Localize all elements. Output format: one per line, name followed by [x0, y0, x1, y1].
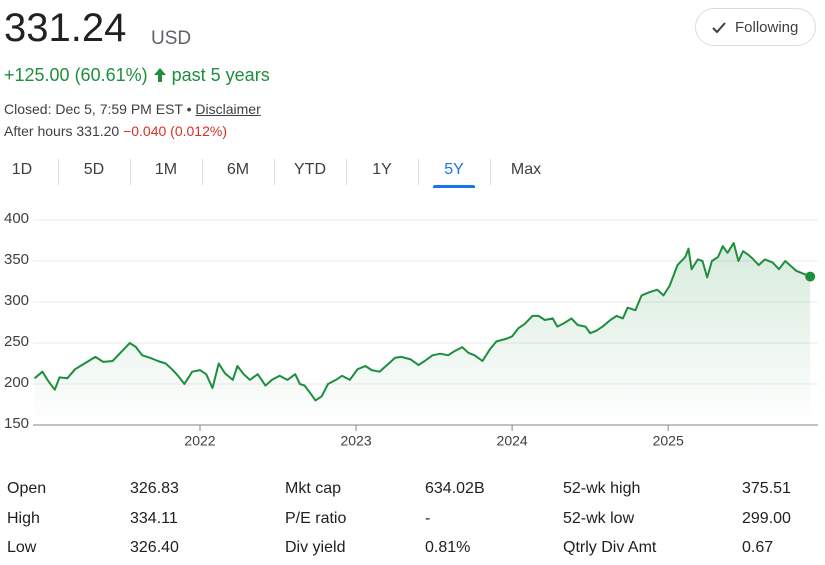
- stats-table: Open 326.83 Mkt cap 634.02B 52-wk high 375.51…: [0, 475, 825, 565]
- stat-label: Qtrly Div Amt: [563, 539, 657, 556]
- check-icon: [712, 22, 726, 34]
- stat-value: 0.81%: [425, 539, 471, 556]
- range-tab[interactable]: 5D: [83, 161, 105, 178]
- after-hours: After hours 331.20: [4, 123, 120, 139]
- y-tick-label: 250: [4, 333, 29, 350]
- y-tick-label: 400: [4, 210, 29, 227]
- stat-label: High: [7, 509, 40, 527]
- after-hours-change: −0.040 (0.012%): [123, 123, 227, 139]
- change: +125.00 (60.61%): [4, 65, 148, 85]
- separator: •: [186, 101, 192, 117]
- stat-value: 0.67: [742, 539, 774, 556]
- up-arrow: [153, 68, 166, 82]
- y-tick-label: 300: [4, 292, 29, 309]
- tab-separator: [418, 159, 419, 185]
- stat-value: 334.11: [130, 509, 178, 527]
- stat-value: 326.83: [130, 480, 179, 497]
- x-tick-label: 2022: [184, 433, 215, 449]
- stat-label: Mkt cap: [285, 480, 342, 497]
- x-tick-label: 2023: [340, 433, 371, 449]
- stat-value: 299.00: [742, 509, 791, 527]
- stat-value: 326.40: [130, 539, 179, 556]
- price: 331.24: [4, 6, 127, 50]
- last-point: [805, 271, 816, 282]
- y-tick-label: 350: [4, 251, 29, 268]
- range-tabs: 1D 5D 1M 6M YTD 1Y 5Y Max: [0, 155, 825, 191]
- tab-separator: [130, 159, 131, 185]
- stat-label: Open: [7, 480, 47, 497]
- tab-separator: [274, 159, 275, 185]
- stat-label: 52-wk low: [563, 509, 635, 527]
- closed-row: Closed: Dec 5, 7:59 PM EST • Disclaimer: [4, 101, 261, 117]
- range-tab[interactable]: Max: [510, 161, 542, 178]
- y-tick-label: 200: [4, 374, 29, 391]
- after-hours-row: After hours 331.20 −0.040 (0.012%): [4, 123, 227, 139]
- range-tab[interactable]: 5Y: [444, 161, 464, 178]
- currency: USD: [151, 28, 192, 49]
- follow-button[interactable]: Following: [695, 8, 816, 46]
- change-period: past 5 years: [171, 65, 270, 85]
- tab-separator: [346, 159, 347, 185]
- tab-separator: [202, 159, 203, 185]
- price-line: [33, 242, 811, 402]
- follow-label: Following: [735, 19, 799, 36]
- y-tick-label: 150: [4, 415, 29, 432]
- x-tick-label: 2025: [653, 433, 684, 449]
- stat-label: Div yield: [285, 539, 346, 556]
- selected-underline: [433, 185, 475, 188]
- line-area: [34, 243, 811, 425]
- tab-separator: [490, 159, 491, 185]
- stat-value: -: [425, 509, 431, 527]
- closed: Closed: Dec 5, 7:59 PM EST: [4, 101, 183, 117]
- change-row: +125.00 (60.61%) past 5 years: [4, 65, 270, 86]
- stat-value: 634.02B: [425, 480, 485, 497]
- range-tab[interactable]: YTD: [294, 161, 326, 178]
- range-tab[interactable]: 1M: [154, 161, 178, 178]
- stat-value: 375.51: [742, 480, 791, 497]
- stat-label: P/E ratio: [285, 509, 347, 527]
- range-tab[interactable]: 1Y: [372, 161, 392, 178]
- x-tick-label: 2024: [497, 433, 528, 449]
- stat-label: Low: [7, 539, 37, 556]
- range-tab[interactable]: 1D: [11, 161, 33, 178]
- range-tab[interactable]: 6M: [226, 161, 250, 178]
- disclaimer[interactable]: Disclaimer: [195, 101, 261, 117]
- chart: 150 200 250 300 350 400 2022 2023 2024 2025: [4, 210, 818, 449]
- tab-separator: [58, 159, 59, 185]
- stat-label: 52-wk high: [563, 480, 641, 497]
